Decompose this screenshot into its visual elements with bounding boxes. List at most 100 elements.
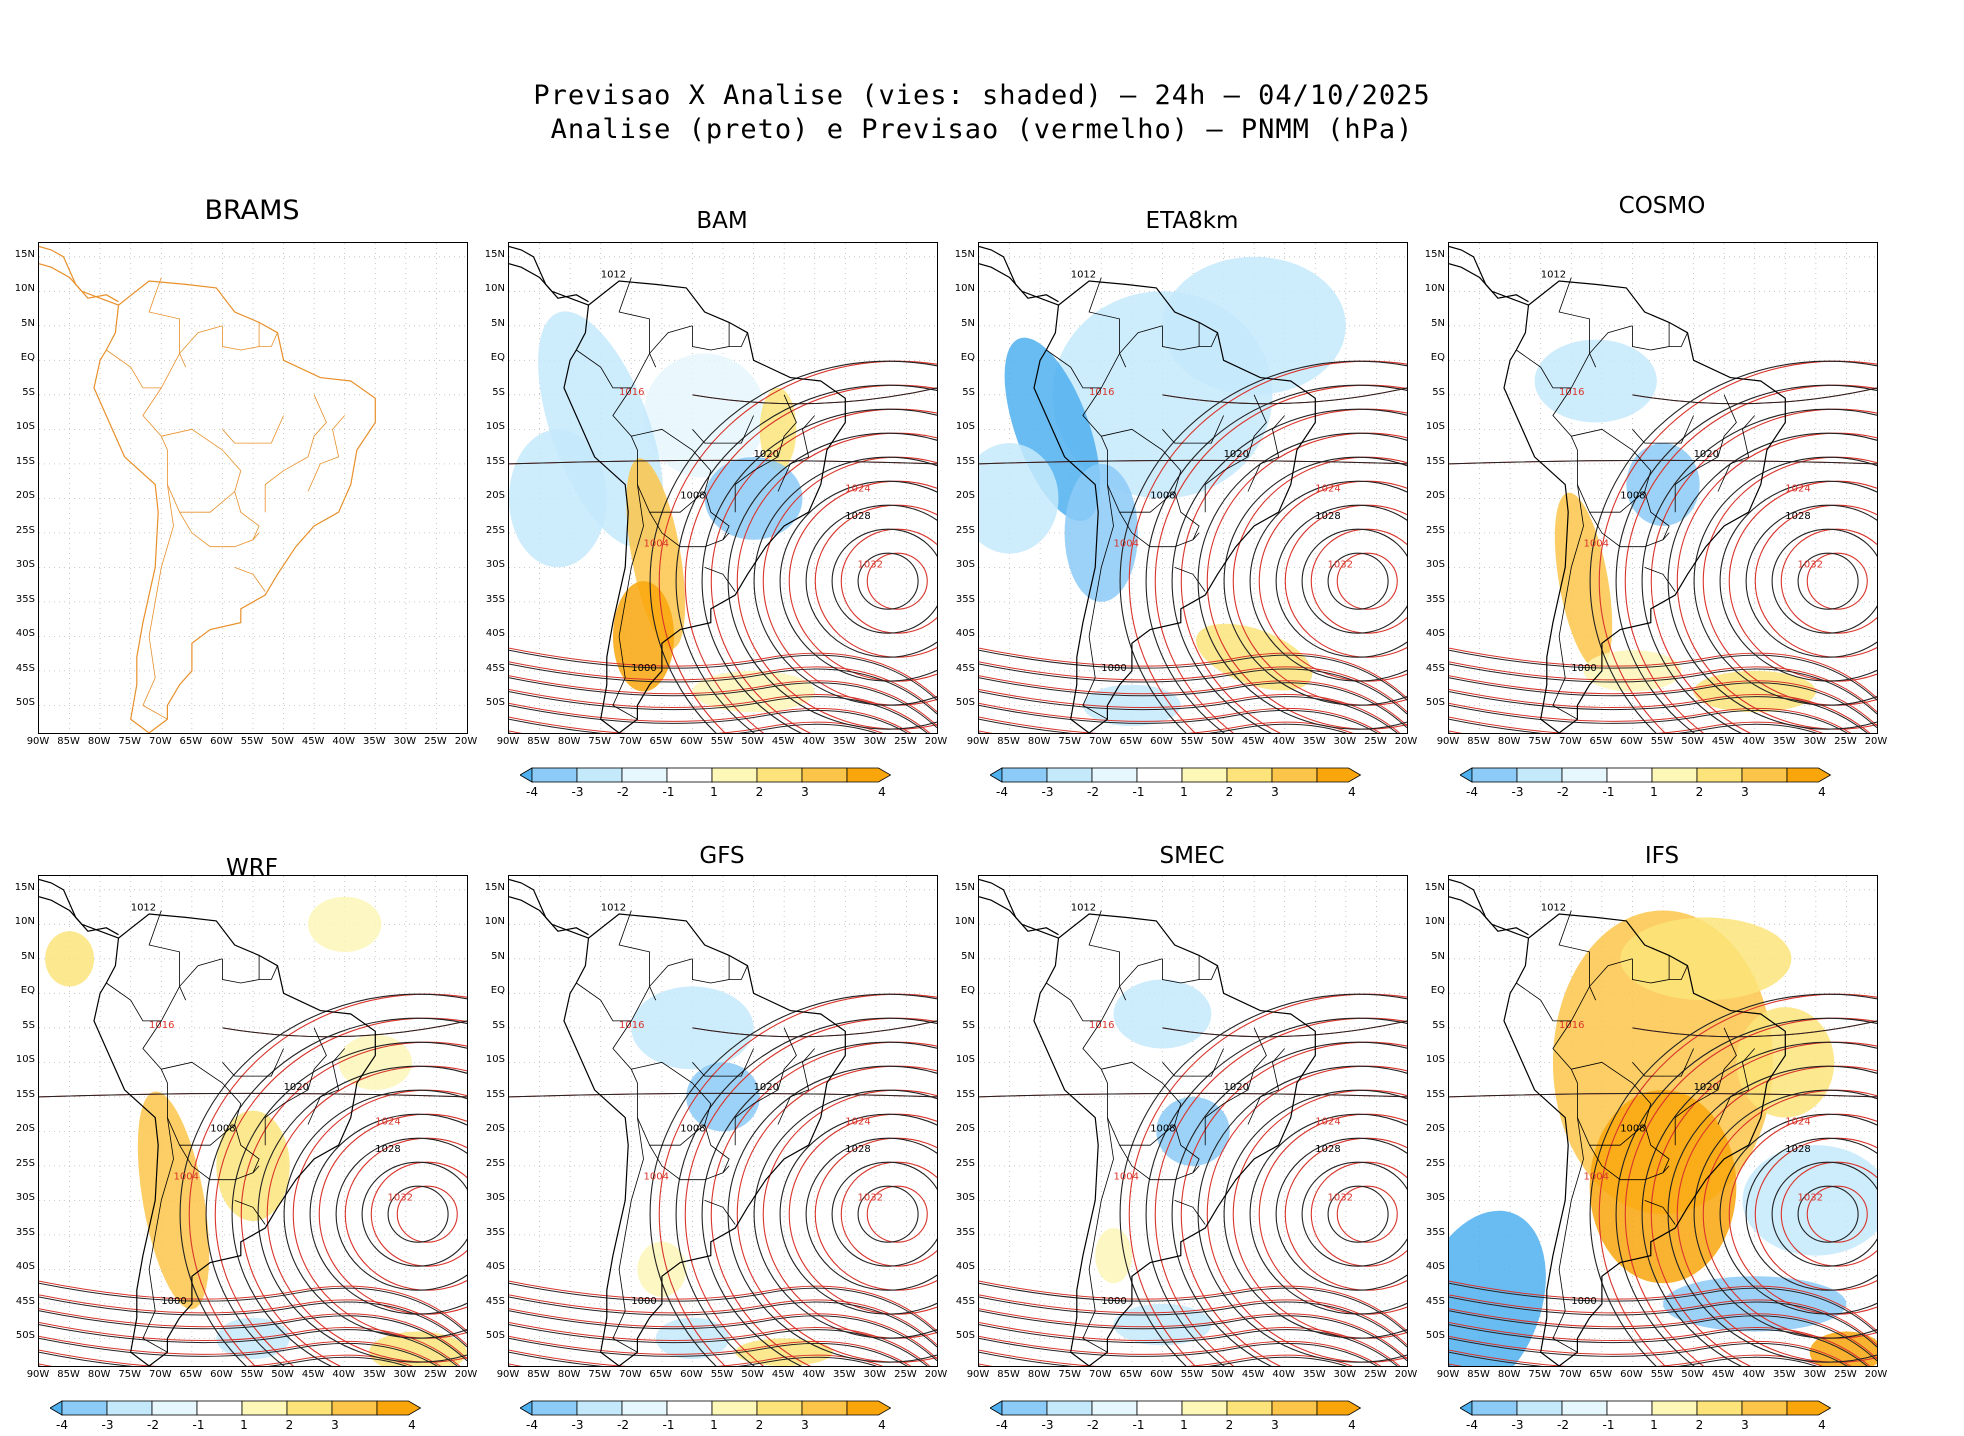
lon-tick-label: 35W [362, 1369, 386, 1380]
isobar-label: 1020 [1694, 1082, 1719, 1093]
analysis-isobars [979, 360, 1407, 733]
lat-tick-label: 15N [1424, 881, 1445, 893]
isobar-label: 1008 [1620, 1123, 1645, 1134]
colorbar-swatch [1651, 1400, 1698, 1416]
analysis-isobars [979, 993, 1407, 1366]
lon-tick-label: 30W [393, 736, 417, 747]
lat-tick-label: 15N [484, 881, 505, 893]
bias-region [1162, 256, 1346, 395]
lon-tick-label: 70W [1558, 1369, 1582, 1380]
colorbar-label: -3 [101, 1418, 114, 1432]
lat-tick-label: 15N [14, 248, 35, 260]
isobar-label: 1028 [375, 1144, 400, 1155]
colorbar-label: -3 [1511, 1418, 1524, 1432]
isobar-label: 1004 [1114, 1172, 1139, 1183]
lat-tick-label: 10S [485, 1054, 505, 1066]
coastline [39, 245, 376, 733]
colorbar-swatch [1606, 1400, 1653, 1416]
colorbar-swatch [241, 1400, 288, 1416]
isobar-label: 1016 [1089, 1020, 1114, 1031]
lon-tick-label: 40W [1272, 1369, 1296, 1380]
lon-tick-label: 20W [454, 736, 478, 747]
map-canvas [39, 243, 467, 733]
colorbar-swatch [1046, 1400, 1093, 1416]
colorbar-swatch [711, 767, 758, 783]
lat-tick-label: 30S [955, 1192, 975, 1204]
colorbar-label: -2 [1557, 785, 1569, 799]
bias-region [1742, 1145, 1877, 1256]
lat-tick-label: 5N [1431, 950, 1445, 962]
bias-region [1620, 917, 1792, 1001]
lon-tick-label: 85W [57, 1369, 80, 1380]
isobar-label: 1024 [1315, 1116, 1340, 1127]
lon-tick-label: 75W [1058, 1369, 1082, 1380]
lon-tick-label: 55W [240, 736, 264, 747]
lat-tick-label: 10N [484, 916, 505, 928]
lon-tick-label: 20W [924, 1369, 948, 1380]
colorbar-swatch [576, 1400, 623, 1416]
map-canvas: 1012 1016 1020 1024 1028 1032 1008 1004 1000 [509, 243, 937, 733]
colorbar-swatch [1001, 1400, 1048, 1416]
map-bam: 1012 1016 1020 1024 1028 1032 1008 1004 1000 [508, 242, 938, 734]
panel-title-cosmo: COSMO [1618, 193, 1706, 219]
bias-region [686, 1062, 760, 1132]
bias-region [1064, 463, 1138, 602]
lon-tick-label: 35W [362, 736, 386, 747]
isobar-label: 1012 [601, 270, 626, 281]
colorbar-label: 1 [710, 1418, 718, 1432]
lon-tick-label: 75W [1528, 736, 1552, 747]
map-cosmo: 1012 1016 1020 1024 1028 1032 1008 1004 1000 [1448, 242, 1878, 734]
isobar-label: 1028 [845, 511, 870, 522]
lat-tick-label: 10N [1424, 916, 1445, 928]
lat-tick-label: 45S [15, 1295, 35, 1307]
lon-tick-label: 80W [557, 736, 581, 747]
isobar-label: 1016 [149, 1020, 174, 1031]
bias-shading [509, 311, 815, 713]
isobar-label: 1012 [601, 903, 626, 914]
lat-tick-label: 30S [15, 1192, 35, 1204]
colorbar-label: -2 [617, 785, 629, 799]
lon-tick-label: 55W [710, 1369, 734, 1380]
colorbar-swatch [1696, 767, 1743, 783]
colorbar-label: -2 [1087, 1418, 1099, 1432]
isobar-label: 1032 [1328, 559, 1353, 570]
country-borders [106, 910, 345, 1353]
isobar-label: 1028 [1315, 1144, 1340, 1155]
colorbar-label: -2 [617, 1418, 629, 1432]
bias-region [626, 458, 686, 649]
isobar-label: 1000 [161, 1296, 186, 1307]
lat-tick-label: 15S [1425, 1088, 1445, 1100]
panel-title-bam: BAM [696, 208, 748, 234]
lon-tick-label: 85W [997, 1369, 1020, 1380]
bias-region [631, 986, 754, 1070]
lat-tick-label: 45S [1425, 1295, 1445, 1307]
colorbar-label: -2 [147, 1418, 159, 1432]
isobar-label: 1016 [619, 387, 644, 398]
colorbar-swatch [531, 767, 578, 783]
colorbar-label: -3 [1041, 785, 1054, 799]
lon-tick-label: 75W [588, 1369, 612, 1380]
lon-tick-label: 80W [557, 1369, 581, 1380]
lon-tick-label: 30W [1333, 736, 1357, 747]
bias-shading [1095, 979, 1230, 1346]
colorbar-swatch [1226, 767, 1273, 783]
isobar-label: 1004 [644, 1172, 669, 1183]
lon-tick-label: 60W [210, 736, 233, 747]
lon-tick-label: 40W [1272, 736, 1296, 747]
isobar-label: 1024 [845, 1116, 870, 1127]
isobar-label: 1024 [845, 483, 870, 494]
colorbar-swatch [621, 1400, 668, 1416]
colorbar-swatch [196, 1400, 243, 1416]
lat-tick-label: 40S [1425, 1261, 1445, 1273]
colorbar-swatch [286, 1400, 333, 1416]
colorbar-label: -4 [56, 1418, 68, 1432]
figure-title-line2: Analise (preto) e Previsao (vermelho) – … [550, 114, 1414, 145]
colorbar-swatch [1091, 767, 1138, 783]
lon-tick-label: 60W [1150, 736, 1173, 747]
lat-tick-label: 35S [955, 1226, 975, 1238]
colorbar-label: -1 [1132, 785, 1145, 799]
lon-tick-label: 65W [1589, 1369, 1613, 1380]
isobar-label: 1004 [644, 539, 669, 550]
isobar-label: 1032 [388, 1192, 413, 1203]
colorbar-swatch [1001, 767, 1048, 783]
